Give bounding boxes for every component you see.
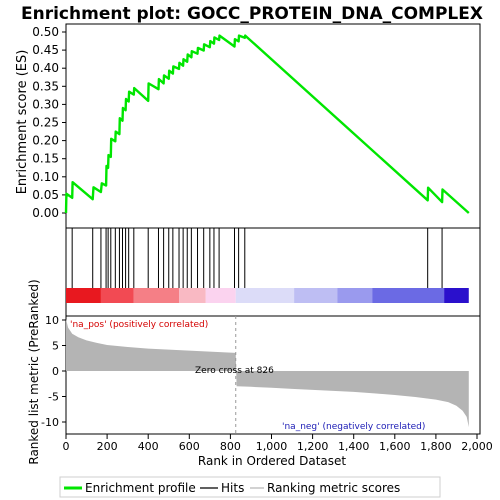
legend-hits-label: Hits	[221, 481, 244, 495]
heat-bar-segment	[179, 288, 206, 303]
enrichment-profile-layer	[64, 34, 470, 214]
es-y-tick-label: 0.40	[32, 61, 59, 75]
es-y-tick-label: 0.20	[32, 134, 59, 148]
enrichment-y-axis-label: Enrichment score (ES)	[15, 50, 30, 195]
ranked-metric-layer	[66, 316, 469, 434]
heat-bar-segment	[133, 288, 180, 303]
es-y-tick-label: 0.35	[32, 79, 59, 93]
ranked-metric-y-axis: -10 -5 0 5 10	[41, 314, 66, 429]
metric-y-tick-label: 10	[45, 314, 59, 327]
es-y-tick-label: 0.15	[32, 152, 59, 166]
es-y-tick-label: 0.45	[32, 43, 59, 57]
metric-y-tick-label: 0	[52, 365, 59, 378]
x-tick-label: 2,000	[461, 440, 493, 453]
x-tick-label: 400	[138, 440, 159, 453]
hits-layer	[65, 228, 443, 288]
ranked-metric-y-axis-label: Ranked list metric (PreRanked)	[27, 279, 41, 464]
x-tick-label: 1,200	[297, 440, 329, 453]
es-y-tick-label: 0.30	[32, 97, 59, 111]
x-tick-label: 1,800	[420, 440, 452, 453]
legend-box	[59, 476, 441, 498]
heat-bar-segment	[444, 288, 469, 303]
es-y-tick-label: 0.50	[32, 25, 59, 39]
es-y-tick-label: 0.10	[32, 170, 59, 184]
x-tick-label: 1,600	[379, 440, 411, 453]
x-tick-label: 0	[63, 440, 70, 453]
rank-heat-bar	[66, 288, 469, 303]
x-tick-label: 1,000	[256, 440, 288, 453]
heat-bar-segment	[235, 288, 295, 303]
legend-enrichment-label: Enrichment profile	[85, 481, 196, 495]
enrichment-panel-frame	[65, 23, 481, 229]
metric-y-tick-label: 5	[52, 340, 59, 353]
enrichment-profile-line	[64, 34, 470, 214]
rank-x-axis: 0 200 400 600 800 1,000 1,200 1,400 1,600 1,800 2,…	[63, 434, 493, 453]
x-tick-label: 800	[220, 440, 241, 453]
heat-bar-segment	[294, 288, 338, 303]
heat-bar-segment	[205, 288, 236, 303]
x-axis-label: Rank in Ordered Dataset	[198, 454, 346, 468]
zero-cross-label: Zero cross at 826	[195, 366, 274, 376]
x-tick-label: 200	[97, 440, 118, 453]
chart-title: Enrichment plot: GOCC_PROTEIN_DNA_COMPLE…	[21, 4, 483, 24]
heat-bar-segment	[337, 288, 373, 303]
pos-correlation-label: 'na_pos' (positively correlated)	[70, 320, 208, 330]
neg-correlation-label: 'na_neg' (negatively correlated)	[282, 422, 425, 432]
ranked-metric-area	[66, 319, 469, 428]
legend-metric-label: Ranking metric scores	[267, 481, 400, 495]
es-y-tick-label: 0.25	[32, 116, 59, 130]
es-y-tick-label: 0.00	[32, 206, 59, 220]
x-tick-label: 1,400	[338, 440, 370, 453]
metric-y-tick-label: -10	[41, 416, 59, 429]
enrichment-y-axis: 0.00 0.05 0.10 0.15 0.20 0.25 0.30 0.35 0.40 0.45…	[32, 25, 66, 220]
heat-bar-segment	[100, 288, 134, 303]
metric-y-tick-label: -5	[48, 391, 59, 404]
es-y-tick-label: 0.05	[32, 188, 59, 202]
heat-bar-segment	[372, 288, 445, 303]
x-tick-label: 600	[179, 440, 200, 453]
heat-bar-segment	[66, 288, 101, 303]
